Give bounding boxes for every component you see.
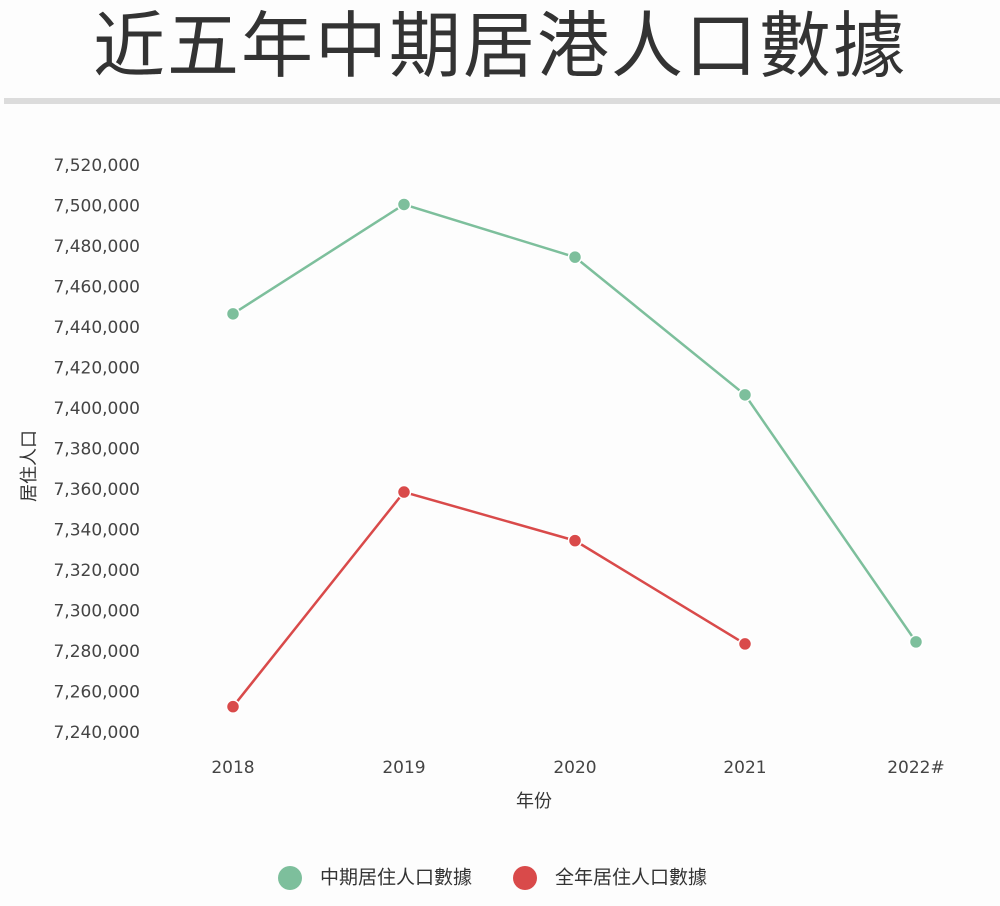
legend-label[interactable]: 全年居住人口數據	[555, 867, 707, 889]
y-tick-label: 7,260,000	[53, 683, 140, 703]
data-point[interactable]	[396, 484, 412, 500]
data-point[interactable]	[396, 197, 412, 212]
y-tick-label: 7,440,000	[53, 318, 140, 338]
y-tick-label: 7,300,000	[53, 602, 140, 622]
x-tick-label: 2018	[211, 758, 254, 778]
legend: 中期居住人口數據 全年居住人口數據	[278, 866, 707, 890]
data-point[interactable]	[908, 634, 924, 650]
x-tick-label: 2020	[553, 758, 596, 778]
legend-label[interactable]: 中期居住人口數據	[320, 867, 472, 889]
y-tick-label: 7,280,000	[53, 642, 140, 662]
data-point[interactable]	[225, 699, 241, 714]
y-tick-label: 7,420,000	[53, 359, 140, 379]
series-points	[225, 197, 924, 714]
y-tick-label: 7,480,000	[53, 237, 140, 257]
data-point[interactable]	[567, 249, 583, 265]
y-axis-label: 居住人口	[19, 430, 40, 502]
series-lines	[232, 203, 918, 708]
y-tick-label: 7,320,000	[53, 561, 140, 581]
data-point[interactable]	[567, 533, 583, 548]
y-tick-label: 7,500,000	[53, 197, 140, 217]
y-tick-label: 7,460,000	[53, 278, 140, 298]
data-point[interactable]	[737, 387, 753, 403]
data-point[interactable]	[737, 636, 753, 652]
x-tick-label: 2019	[382, 758, 425, 778]
y-tick-label: 7,380,000	[53, 440, 140, 460]
legend-marker[interactable]	[278, 866, 302, 890]
y-tick-label: 7,340,000	[53, 521, 140, 541]
y-tick-label: 7,400,000	[53, 399, 140, 419]
data-point[interactable]	[225, 306, 241, 322]
title-divider	[4, 98, 1000, 104]
x-axis-ticks: 2018 2019 2020 2021 2022#	[211, 758, 944, 778]
x-tick-label: 2021	[723, 758, 766, 778]
series-line-1	[232, 490, 746, 708]
y-tick-label: 7,520,000	[53, 156, 140, 176]
chart-title: 近五年中期居港人口數據	[92, 4, 907, 88]
legend-marker[interactable]	[513, 866, 537, 890]
x-tick-label: 2022#	[887, 758, 945, 778]
y-axis-ticks: 7,240,000 7,260,000 7,280,000 7,300,000 7,32…	[53, 156, 140, 743]
y-tick-label: 7,360,000	[53, 480, 140, 500]
x-axis-label: 年份	[516, 791, 552, 812]
y-tick-label: 7,240,000	[53, 723, 140, 743]
